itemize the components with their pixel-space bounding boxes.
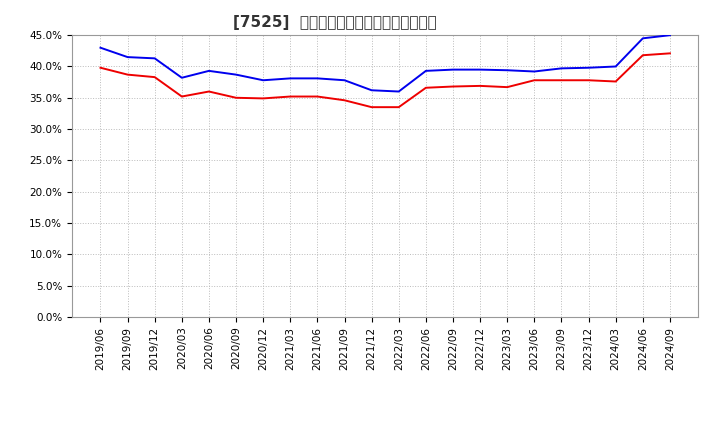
固定長期適合率 (584, 77, 593, 83)
固定長期適合率 (150, 74, 159, 80)
固定長期適合率 (421, 85, 430, 90)
Title: [7525]  固定比率、固定長期適合率の推移: [7525] 固定比率、固定長期適合率の推移 (233, 15, 437, 30)
固定比率 (476, 67, 485, 72)
固定比率 (96, 45, 105, 50)
固定長期適合率 (286, 94, 294, 99)
固定比率 (665, 33, 674, 38)
固定長期適合率 (476, 83, 485, 88)
固定比率 (584, 65, 593, 70)
固定長期適合率 (367, 105, 376, 110)
固定比率 (259, 77, 268, 83)
固定比率 (530, 69, 539, 74)
固定長期適合率 (341, 98, 349, 103)
固定長期適合率 (313, 94, 322, 99)
固定比率 (286, 76, 294, 81)
固定長期適合率 (530, 77, 539, 83)
固定長期適合率 (503, 84, 511, 90)
固定比率 (150, 56, 159, 61)
Line: 固定長期適合率: 固定長期適合率 (101, 53, 670, 107)
固定比率 (313, 76, 322, 81)
固定長期適合率 (395, 105, 403, 110)
固定比率 (421, 68, 430, 73)
固定長期適合率 (178, 94, 186, 99)
固定長期適合率 (665, 51, 674, 56)
固定長期適合率 (232, 95, 240, 100)
固定長期適合率 (96, 65, 105, 70)
固定比率 (503, 68, 511, 73)
固定長期適合率 (611, 79, 620, 84)
固定比率 (449, 67, 457, 72)
固定長期適合率 (123, 72, 132, 77)
固定比率 (639, 36, 647, 41)
Line: 固定比率: 固定比率 (101, 35, 670, 92)
固定長期適合率 (557, 77, 566, 83)
固定比率 (123, 55, 132, 60)
固定長期適合率 (639, 53, 647, 58)
固定長期適合率 (449, 84, 457, 89)
固定比率 (178, 75, 186, 81)
固定長期適合率 (259, 96, 268, 101)
固定比率 (611, 64, 620, 69)
固定長期適合率 (204, 89, 213, 94)
固定比率 (557, 66, 566, 71)
固定比率 (204, 68, 213, 73)
固定比率 (341, 77, 349, 83)
固定比率 (395, 89, 403, 94)
固定比率 (232, 72, 240, 77)
固定比率 (367, 88, 376, 93)
